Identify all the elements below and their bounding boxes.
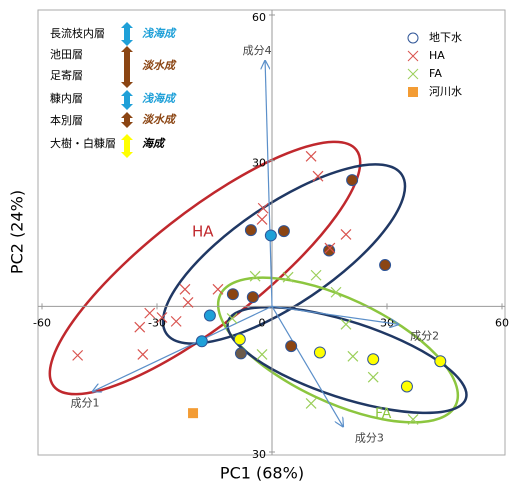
group-label: FA [375,406,392,422]
point [282,271,294,283]
legend-label: FA [429,67,442,80]
origin-arrow [121,22,133,46]
origin-arrow [121,90,133,110]
loading-arrow [271,306,343,426]
group-label: HA [192,223,214,241]
x-tick-label: 60 [495,316,509,329]
legend-marker [407,50,419,62]
point [182,297,194,308]
point [347,350,359,362]
point [249,270,261,282]
point [312,170,324,182]
point [367,371,379,383]
point [233,333,246,346]
loading-arrow [265,61,273,307]
formation-label: 本別層 [50,113,83,127]
point [170,315,182,327]
point [264,229,277,242]
x-tick-label: -60 [33,316,51,329]
origin-label: 浅海成 [142,27,177,40]
point [195,335,208,348]
point [244,224,257,237]
point [137,348,149,360]
point [434,355,447,368]
point [400,380,413,393]
y-tick-label: 30 [252,448,266,461]
legend-label: 地下水 [429,31,462,44]
point [285,340,298,353]
cluster-ellipse [161,163,407,345]
point [203,309,216,322]
origin-label: 浅海成 [142,92,177,105]
origin-label: 淡水成 [142,59,177,72]
formation-label: 長流枝内層 [50,26,105,40]
origin-arrow [121,112,133,128]
point [305,150,317,162]
legend-marker [408,87,418,97]
point [134,321,146,333]
point [330,286,342,298]
loading-label: 成分1 [70,396,99,409]
point [257,202,269,214]
origin-arrow [121,134,133,158]
point [340,229,352,240]
point [407,414,419,425]
legend-label: 河川水 [429,85,462,98]
x-tick-label: -30 [148,316,166,329]
point [246,291,259,304]
point [277,225,290,238]
y-tick-label: 60 [252,11,266,24]
origin-label: 海成 [142,137,166,150]
fa-ellipse [216,276,460,424]
loading-label: 成分3 [355,431,384,444]
point [72,349,84,361]
formation-label: 大樹・白糠層 [50,136,116,150]
point [313,346,326,359]
point [144,307,156,319]
point [226,313,238,324]
point [256,348,268,360]
formation-label: 池田層 [50,48,83,61]
loading-label: 成分2 [410,329,439,342]
point [310,269,322,281]
point [188,408,199,419]
y-axis-title: PC2 (24%) [8,190,27,274]
point [324,242,336,254]
cluster-ellipse [226,305,468,415]
loading-label: 成分4 [243,44,272,57]
point [367,353,380,366]
formation-label: 糠内層 [50,91,83,105]
point [256,213,268,225]
loading-arrow [271,305,398,324]
point [226,288,239,301]
point [305,398,317,409]
point [156,312,168,323]
y-tick-label: 30 [252,157,266,170]
x-tick-label: 0 [259,316,266,329]
legend-label: HA [429,49,445,62]
ha-ellipse [48,140,362,396]
point [346,174,359,187]
loading-arrow [93,305,273,391]
point [179,283,191,295]
origin-arrow [121,46,133,88]
point [323,244,336,257]
x-axis-title: PC1 (68%) [220,464,304,483]
point [212,283,224,295]
legend-marker [407,32,419,44]
point [379,259,392,272]
origin-label: 淡水成 [142,113,177,126]
legend-marker [407,68,419,80]
point [340,318,352,330]
point [234,347,247,360]
formation-label: 足寄層 [50,68,83,82]
